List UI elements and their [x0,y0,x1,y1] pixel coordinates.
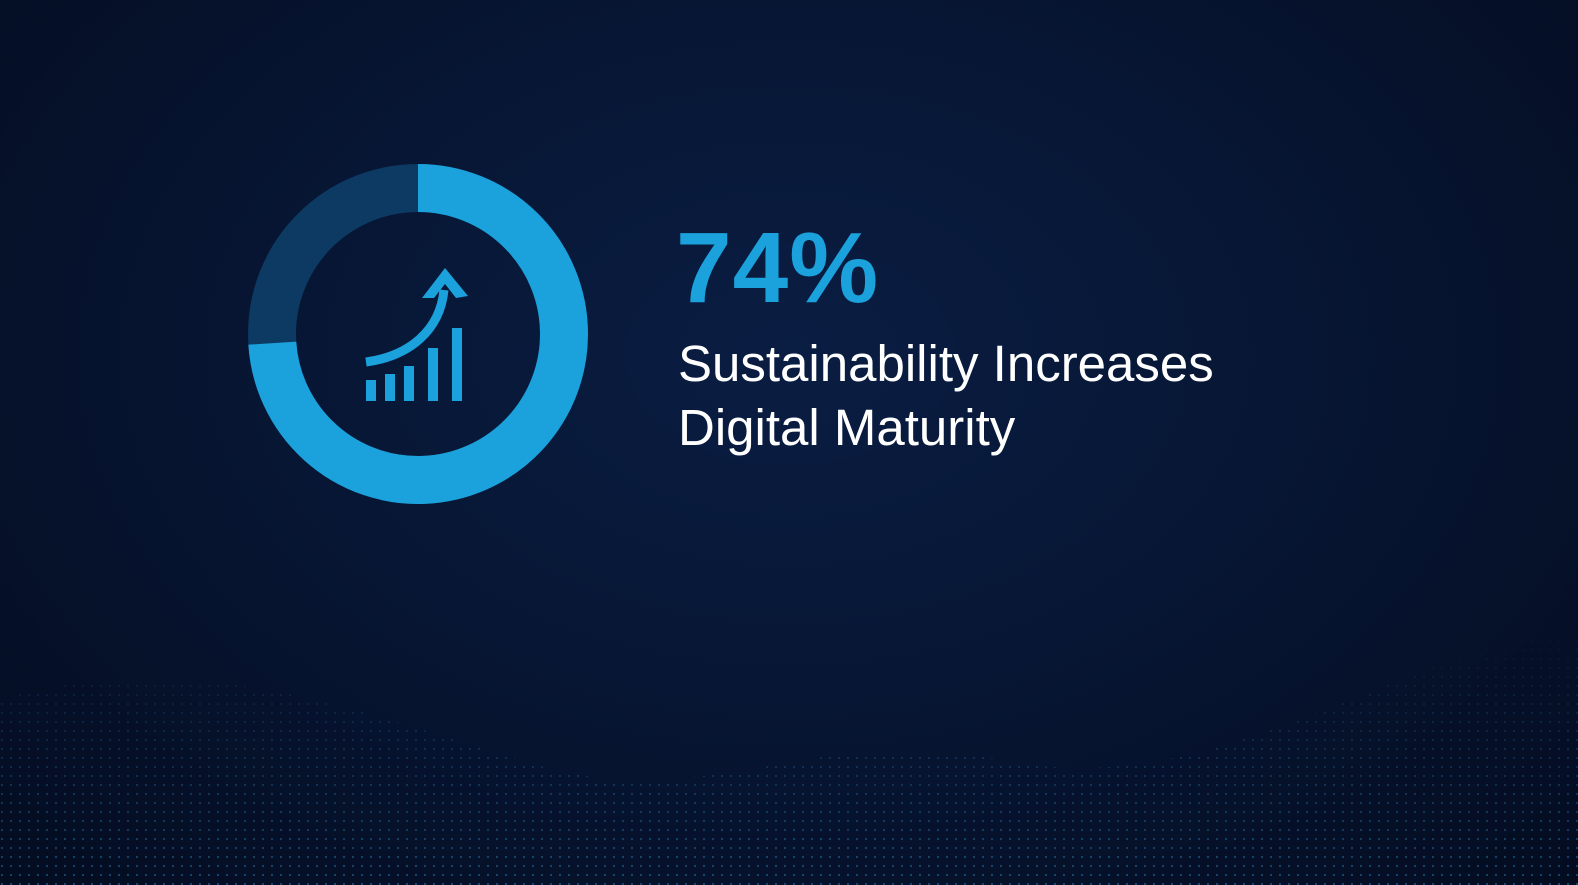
caption: Sustainability Increases Digital Maturit… [678,335,1214,456]
growth-icon [365,268,468,401]
dot-wave [0,620,1578,885]
value-label: 74% [676,212,880,324]
donut-segment [248,164,588,504]
